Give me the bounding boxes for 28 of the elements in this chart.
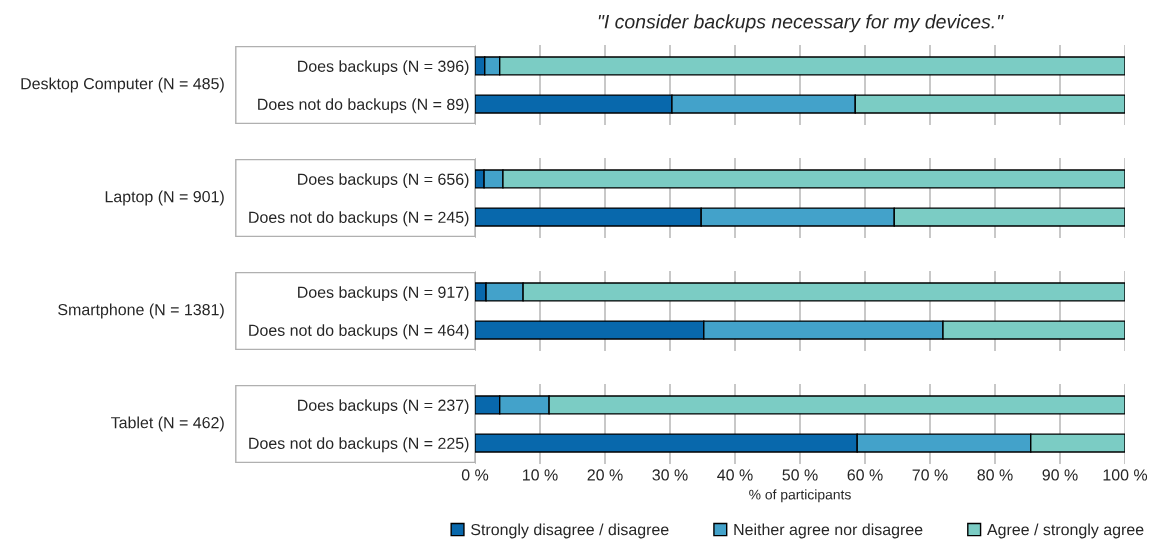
x-tick-label: 50 % (782, 469, 818, 481)
chart-title: "I consider backups necessary for my devices." (598, 14, 1004, 33)
x-tick-label: 70 % (912, 469, 948, 481)
y-tick-label: Does backups (N = 396) (298, 60, 469, 76)
y-axis-title: Laptop (N = 901) (105, 190, 224, 206)
legend-label: Agree / strongly agree (987, 523, 1144, 539)
y-tick-label: Does not do backups (N = 245) (249, 211, 469, 227)
legend-label: Neither agree nor disagree (734, 523, 923, 539)
y-axis-title: Tablet (N = 462) (111, 416, 224, 432)
y-axis-title: Desktop Computer (N = 485) (21, 77, 224, 93)
x-tick-label: 90 % (1042, 469, 1078, 481)
y-axis-title: Smartphone (N = 1381) (58, 303, 224, 319)
y-tick-label: Does backups (N = 656) (298, 173, 469, 189)
y-tick-label: Does backups (N = 237) (298, 399, 469, 415)
y-tick-label: Does not do backups (N = 464) (249, 324, 469, 340)
x-tick-label: 10 % (523, 469, 558, 481)
y-tick-label: Does backups (N = 917) (298, 286, 469, 302)
x-tick-label: 30 % (652, 469, 688, 481)
x-tick-label: 100 % (1103, 469, 1148, 481)
x-tick-label: 40 % (717, 469, 753, 481)
legend-label: Strongly disagree / disagree (471, 523, 669, 539)
x-tick-label: 20 % (587, 469, 623, 481)
x-tick-label: 80 % (977, 469, 1013, 481)
x-tick-label: 60 % (847, 469, 883, 481)
y-tick-label: Does not do backups (N = 89) (258, 98, 469, 114)
x-axis-title: % of participants (749, 489, 851, 503)
y-tick-label: Does not do backups (N = 225) (249, 437, 469, 453)
x-tick-label: 0 % (461, 469, 489, 481)
